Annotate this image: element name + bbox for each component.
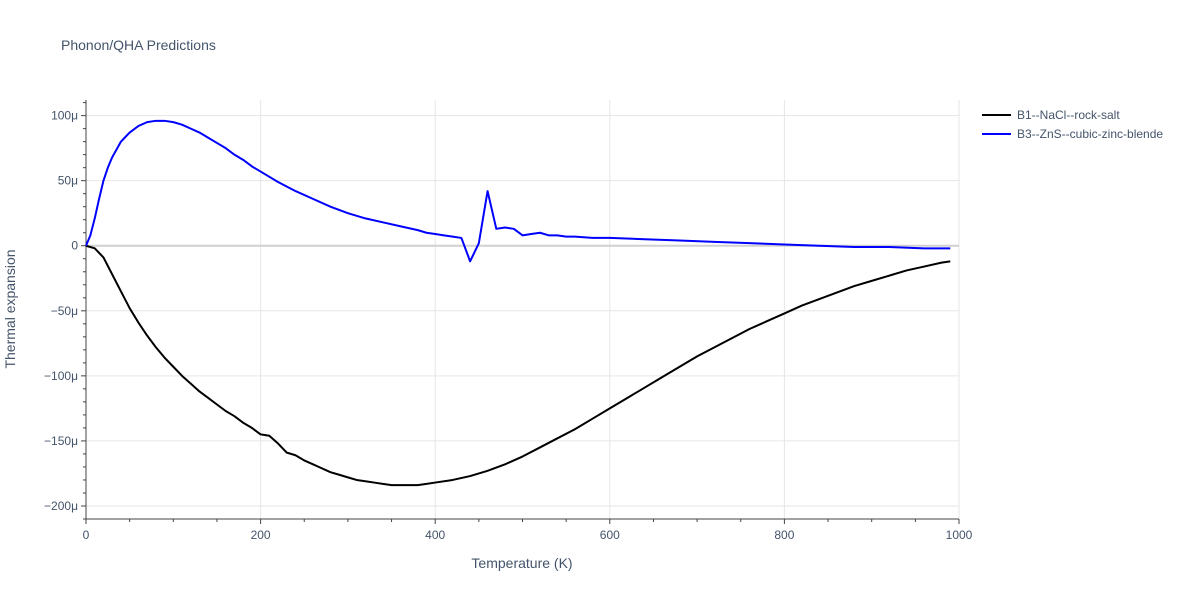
series-line-2 bbox=[85, 119, 951, 263]
y-tick-label: −50μ bbox=[51, 304, 78, 318]
x-tick-label: 200 bbox=[251, 528, 271, 542]
y-tick-label: 50μ bbox=[58, 174, 78, 188]
x-tick-label: 0 bbox=[83, 528, 90, 542]
ticks: 0 200 400 600 800 1000 100μ 50μ 0 −50μ −100μ −150μ −… bbox=[44, 102, 973, 542]
y-tick-label: 0 bbox=[71, 239, 78, 253]
y-tick-label: −100μ bbox=[44, 369, 78, 383]
x-tick-label: 1000 bbox=[946, 528, 973, 542]
legend-label: B3--ZnS--cubic-zinc-blende bbox=[1017, 127, 1163, 141]
y-tick-label: −150μ bbox=[44, 434, 78, 448]
legend-label: B1--NaCl--rock-salt bbox=[1017, 108, 1120, 122]
x-tick-label: 800 bbox=[774, 528, 794, 542]
y-tick-label: 100μ bbox=[51, 109, 78, 123]
series-layer bbox=[85, 119, 951, 487]
legend: B1--NaCl--rock-salt B3--ZnS--cubic-zinc-b… bbox=[982, 108, 1163, 141]
y-axis-label: Thermal expansion bbox=[2, 249, 18, 368]
x-tick-label: 400 bbox=[425, 528, 445, 542]
series-line-1 bbox=[85, 244, 951, 487]
chart-title: Phonon/QHA Predictions bbox=[61, 37, 216, 53]
y-tick-label: −200μ bbox=[44, 499, 78, 513]
x-axis-label: Temperature (K) bbox=[471, 555, 572, 571]
x-tick-label: 600 bbox=[600, 528, 620, 542]
